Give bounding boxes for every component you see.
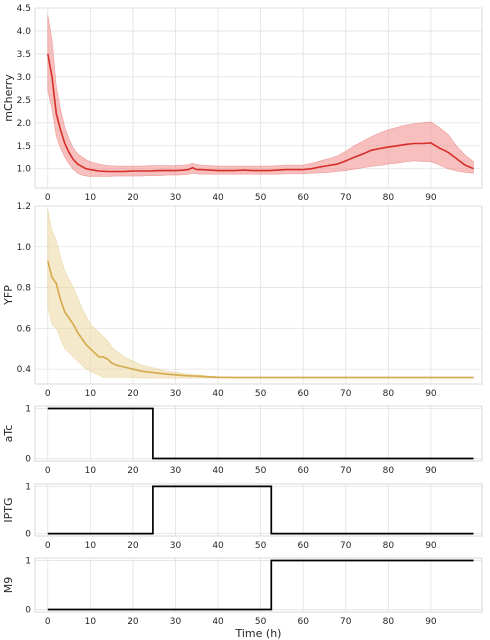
x-tick-label: 10 <box>85 617 97 627</box>
x-tick-label: 50 <box>255 193 267 203</box>
y-tick-label: 3.0 <box>17 73 32 83</box>
step-line <box>47 407 474 460</box>
x-tick-label: 90 <box>425 193 437 203</box>
x-tick-label: 40 <box>212 466 224 476</box>
y-tick-label: 0.6 <box>17 324 32 334</box>
panel-4: 0 10 20 30 40 50 60 70 80 90 0 1 IPTG <box>2 482 483 551</box>
x-tick-label: 0 <box>45 617 51 627</box>
x-axis-label: Time (h) <box>235 627 282 640</box>
y-tick-label: 1 <box>25 405 31 415</box>
plot-area <box>34 405 483 462</box>
x-tick-label: 80 <box>383 193 395 203</box>
y-tick-label: 0 <box>25 530 31 540</box>
x-tick-label: 0 <box>45 389 51 399</box>
x-tick-label: 20 <box>127 617 139 627</box>
x-tick-label: 70 <box>340 617 352 627</box>
y-tick-label: 1 <box>25 556 31 566</box>
step-line <box>47 485 474 535</box>
x-tick-label: 50 <box>255 617 267 627</box>
y-tick-label: 3.5 <box>17 50 31 60</box>
x-tick-label: 60 <box>297 389 309 399</box>
x-tick-label: 50 <box>255 466 267 476</box>
y-tick-label: 1.2 <box>17 202 31 212</box>
y-axis-label: M9 <box>2 577 15 594</box>
x-tick-label: 60 <box>297 193 309 203</box>
x-tick-label: 80 <box>383 389 395 399</box>
y-tick-label: 1.0 <box>17 165 32 175</box>
x-tick-label: 50 <box>255 389 267 399</box>
x-tick-label: 20 <box>127 466 139 476</box>
y-axis-label: mCherry <box>2 74 15 122</box>
x-tick-label: 80 <box>383 541 395 551</box>
x-tick-label: 30 <box>170 193 182 203</box>
x-tick-label: 80 <box>383 466 395 476</box>
x-tick-label: 40 <box>212 617 224 627</box>
x-tick-label: 20 <box>127 541 139 551</box>
x-tick-label: 60 <box>297 541 309 551</box>
x-tick-label: 70 <box>340 193 352 203</box>
y-tick-label: 2.0 <box>17 119 32 129</box>
x-tick-label: 90 <box>425 389 437 399</box>
x-tick-label: 0 <box>45 541 51 551</box>
x-tick-label: 90 <box>425 541 437 551</box>
panel-2: 0 10 20 30 40 50 60 70 80 90 0.4 0.6 0.8 1.0 1.2 YFP <box>2 202 483 399</box>
panel-5: 0 10 20 30 40 50 60 70 80 90 0 1 M9 Time (h) <box>2 556 483 640</box>
x-tick-label: 60 <box>297 466 309 476</box>
x-tick-label: 70 <box>340 389 352 399</box>
y-tick-label: 4.5 <box>17 4 31 14</box>
y-tick-label: 0.4 <box>17 365 32 375</box>
x-tick-label: 40 <box>212 389 224 399</box>
y-tick-label: 2.5 <box>17 96 31 106</box>
plot-area <box>34 557 483 613</box>
plot-area <box>34 483 483 537</box>
x-tick-label: 10 <box>85 389 97 399</box>
x-tick-label: 10 <box>85 466 97 476</box>
x-tick-label: 90 <box>425 617 437 627</box>
x-tick-label: 10 <box>85 541 97 551</box>
x-tick-label: 40 <box>212 541 224 551</box>
y-axis-label: IPTG <box>2 497 15 522</box>
y-tick-label: 0 <box>25 606 31 616</box>
y-tick-label: 0.8 <box>17 284 32 294</box>
x-tick-label: 0 <box>45 193 51 203</box>
y-axis-label: YFP <box>2 285 15 306</box>
y-tick-label: 0 <box>25 455 31 465</box>
y-tick-label: 1.0 <box>17 243 32 253</box>
x-tick-label: 80 <box>383 617 395 627</box>
x-tick-label: 30 <box>170 389 182 399</box>
x-tick-label: 60 <box>297 617 309 627</box>
x-tick-label: 20 <box>127 193 139 203</box>
x-tick-label: 30 <box>170 466 182 476</box>
x-tick-label: 30 <box>170 617 182 627</box>
confidence-band <box>47 14 474 177</box>
x-tick-label: 10 <box>85 193 97 203</box>
mean-line <box>47 260 474 379</box>
step-line <box>47 559 474 611</box>
x-tick-label: 90 <box>425 466 437 476</box>
mean-line <box>47 53 474 173</box>
x-tick-label: 70 <box>340 541 352 551</box>
x-tick-label: 50 <box>255 541 267 551</box>
y-axis-label: aTc <box>2 425 15 443</box>
x-tick-label: 30 <box>170 541 182 551</box>
y-tick-label: 4.0 <box>17 27 32 37</box>
y-tick-label: 1.5 <box>17 142 31 152</box>
panel-1: 0 10 20 30 40 50 60 70 80 90 1.0 1.5 2.0 2.5 3.0 3.5 4.0… <box>2 4 483 203</box>
y-tick-label: 1 <box>25 482 31 492</box>
x-tick-label: 70 <box>340 466 352 476</box>
x-tick-label: 0 <box>45 466 51 476</box>
panel-3: 0 10 20 30 40 50 60 70 80 90 0 1 aTc <box>2 405 483 476</box>
x-tick-label: 40 <box>212 193 224 203</box>
x-tick-label: 20 <box>127 389 139 399</box>
